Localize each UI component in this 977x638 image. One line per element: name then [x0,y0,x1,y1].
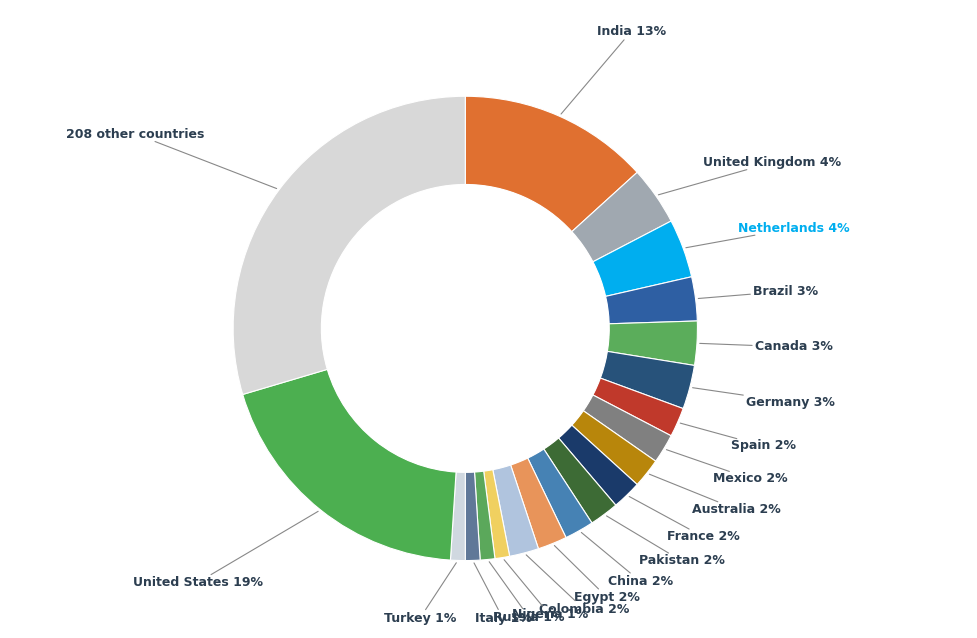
Text: Italy 1%: Italy 1% [474,563,531,625]
Wedge shape [583,395,671,461]
Text: Canada 3%: Canada 3% [700,341,832,353]
Text: 208 other countries: 208 other countries [66,128,276,189]
Wedge shape [234,96,465,394]
Text: Spain 2%: Spain 2% [680,423,795,452]
Text: Russia 1%: Russia 1% [489,561,565,624]
Wedge shape [593,221,692,297]
Circle shape [321,184,610,472]
Wedge shape [528,449,592,538]
Wedge shape [608,321,698,366]
Wedge shape [475,471,495,560]
Text: France 2%: France 2% [629,496,740,544]
Wedge shape [593,378,683,436]
Wedge shape [544,438,616,523]
Wedge shape [242,369,456,560]
Text: Egypt 2%: Egypt 2% [554,545,640,604]
Text: China 2%: China 2% [581,533,673,588]
Wedge shape [465,472,480,561]
Text: Germany 3%: Germany 3% [693,388,835,408]
Text: Turkey 1%: Turkey 1% [384,563,456,625]
Wedge shape [465,96,637,232]
Text: Nigeria 1%: Nigeria 1% [504,560,588,621]
Wedge shape [600,352,695,408]
Wedge shape [511,458,566,549]
Text: Colombia 2%: Colombia 2% [527,555,629,616]
Wedge shape [450,472,465,561]
Text: Netherlands 4%: Netherlands 4% [686,221,849,248]
Text: India 13%: India 13% [561,25,666,114]
Wedge shape [572,411,656,484]
Wedge shape [484,470,510,559]
Text: United Kingdom 4%: United Kingdom 4% [658,156,841,195]
Text: Mexico 2%: Mexico 2% [666,450,788,486]
Wedge shape [572,172,671,262]
Text: Australia 2%: Australia 2% [650,474,781,516]
Wedge shape [492,465,538,556]
Wedge shape [606,277,698,324]
Wedge shape [559,425,637,505]
Text: United States 19%: United States 19% [133,511,319,589]
Text: Brazil 3%: Brazil 3% [699,285,818,299]
Text: Pakistan 2%: Pakistan 2% [607,516,725,567]
